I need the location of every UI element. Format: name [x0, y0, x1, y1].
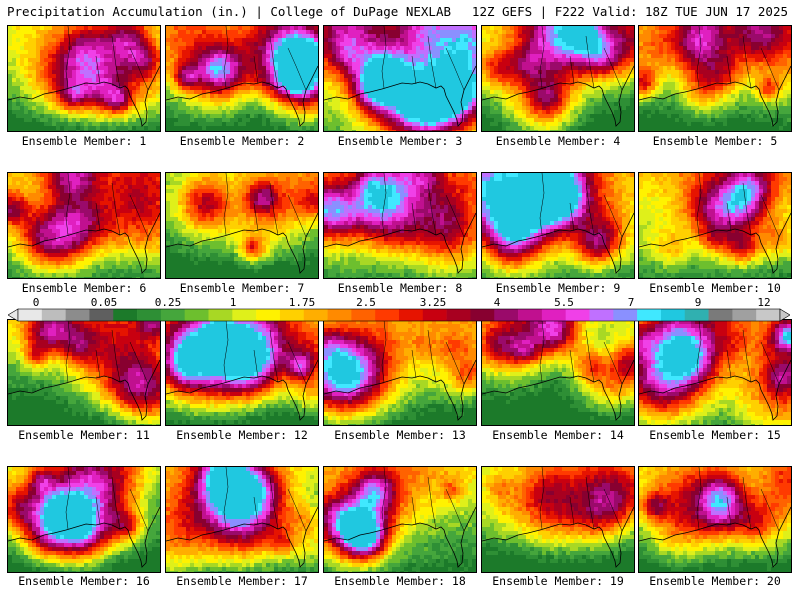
precip-map: [324, 173, 476, 278]
valid-time-label: 12Z GEFS | F222 Valid: 18Z TUE JUN 17 20…: [472, 4, 788, 19]
ensemble-member-label: Ensemble Member: 20: [636, 574, 794, 588]
ensemble-member-label: Ensemble Member: 4: [479, 134, 637, 148]
ensemble-map-panel: [481, 319, 635, 426]
ensemble-map-panel: [7, 172, 161, 279]
ensemble-map-panel: [323, 172, 477, 279]
colorbar-tick-label: 1.75: [289, 296, 316, 309]
ensemble-member-label: Ensemble Member: 13: [321, 428, 479, 442]
colorbar-tick-label: 2.5: [356, 296, 376, 309]
ensemble-map-panel: [481, 466, 635, 573]
colorbar-tick-label: 5.5: [554, 296, 574, 309]
precip-map: [639, 26, 791, 131]
ensemble-map-panel: [481, 172, 635, 279]
ensemble-map-panel: [323, 25, 477, 132]
ensemble-member-label: Ensemble Member: 16: [5, 574, 163, 588]
precip-map: [8, 173, 160, 278]
ensemble-map-panel: [481, 25, 635, 132]
ensemble-member-label: Ensemble Member: 8: [321, 281, 479, 295]
precip-colorbar: [7, 307, 791, 322]
precip-map: [166, 320, 318, 425]
colorbar-tick-label: 3.25: [420, 296, 447, 309]
precip-map: [324, 467, 476, 572]
ensemble-map-panel: [7, 319, 161, 426]
ensemble-member-label: Ensemble Member: 2: [163, 134, 321, 148]
ensemble-member-label: Ensemble Member: 18: [321, 574, 479, 588]
ensemble-member-label: Ensemble Member: 10: [636, 281, 794, 295]
precip-map: [482, 26, 634, 131]
ensemble-map-panel: [638, 466, 792, 573]
ensemble-map-panel: [323, 319, 477, 426]
colorbar-tick-label: 1: [230, 296, 237, 309]
precip-map: [8, 26, 160, 131]
colorbar-tick-label: 7: [628, 296, 635, 309]
ensemble-map-panel: [165, 319, 319, 426]
ensemble-member-label: Ensemble Member: 12: [163, 428, 321, 442]
precip-map: [482, 320, 634, 425]
ensemble-member-label: Ensemble Member: 17: [163, 574, 321, 588]
ensemble-map-panel: [165, 25, 319, 132]
ensemble-map-panel: [638, 25, 792, 132]
colorbar-tick-label: 9: [695, 296, 702, 309]
ensemble-member-label: Ensemble Member: 14: [479, 428, 637, 442]
ensemble-map-panel: [7, 466, 161, 573]
colorbar-tick-label: 0: [33, 296, 40, 309]
precip-map: [166, 173, 318, 278]
ensemble-map-panel: [165, 466, 319, 573]
ensemble-member-label: Ensemble Member: 5: [636, 134, 794, 148]
colorbar-tick-label: 0.25: [155, 296, 182, 309]
precip-map: [639, 173, 791, 278]
ensemble-member-label: Ensemble Member: 6: [5, 281, 163, 295]
colorbar-strip: [7, 308, 791, 322]
precip-map: [8, 320, 160, 425]
ensemble-map-panel: [638, 319, 792, 426]
ensemble-member-label: Ensemble Member: 3: [321, 134, 479, 148]
ensemble-member-label: Ensemble Member: 19: [479, 574, 637, 588]
ensemble-member-label: Ensemble Member: 7: [163, 281, 321, 295]
precip-map: [639, 467, 791, 572]
precip-map: [324, 26, 476, 131]
precip-map: [166, 26, 318, 131]
ensemble-member-label: Ensemble Member: 15: [636, 428, 794, 442]
ensemble-map-panel: [165, 172, 319, 279]
ensemble-map-panel: [323, 466, 477, 573]
precip-map: [8, 467, 160, 572]
colorbar-tick-label: 4: [494, 296, 501, 309]
ensemble-member-label: Ensemble Member: 11: [5, 428, 163, 442]
ensemble-member-label: Ensemble Member: 1: [5, 134, 163, 148]
precip-map: [482, 173, 634, 278]
colorbar-tick-label: 0.05: [91, 296, 118, 309]
precip-map: [639, 320, 791, 425]
map-title: Precipitation Accumulation (in.) | Colle…: [7, 4, 451, 19]
ensemble-member-label: Ensemble Member: 9: [479, 281, 637, 295]
ensemble-map-panel: [638, 172, 792, 279]
precip-map: [166, 467, 318, 572]
colorbar-tick-label: 12: [757, 296, 770, 309]
precip-map: [482, 467, 634, 572]
ensemble-map-panel: [7, 25, 161, 132]
precip-map: [324, 320, 476, 425]
